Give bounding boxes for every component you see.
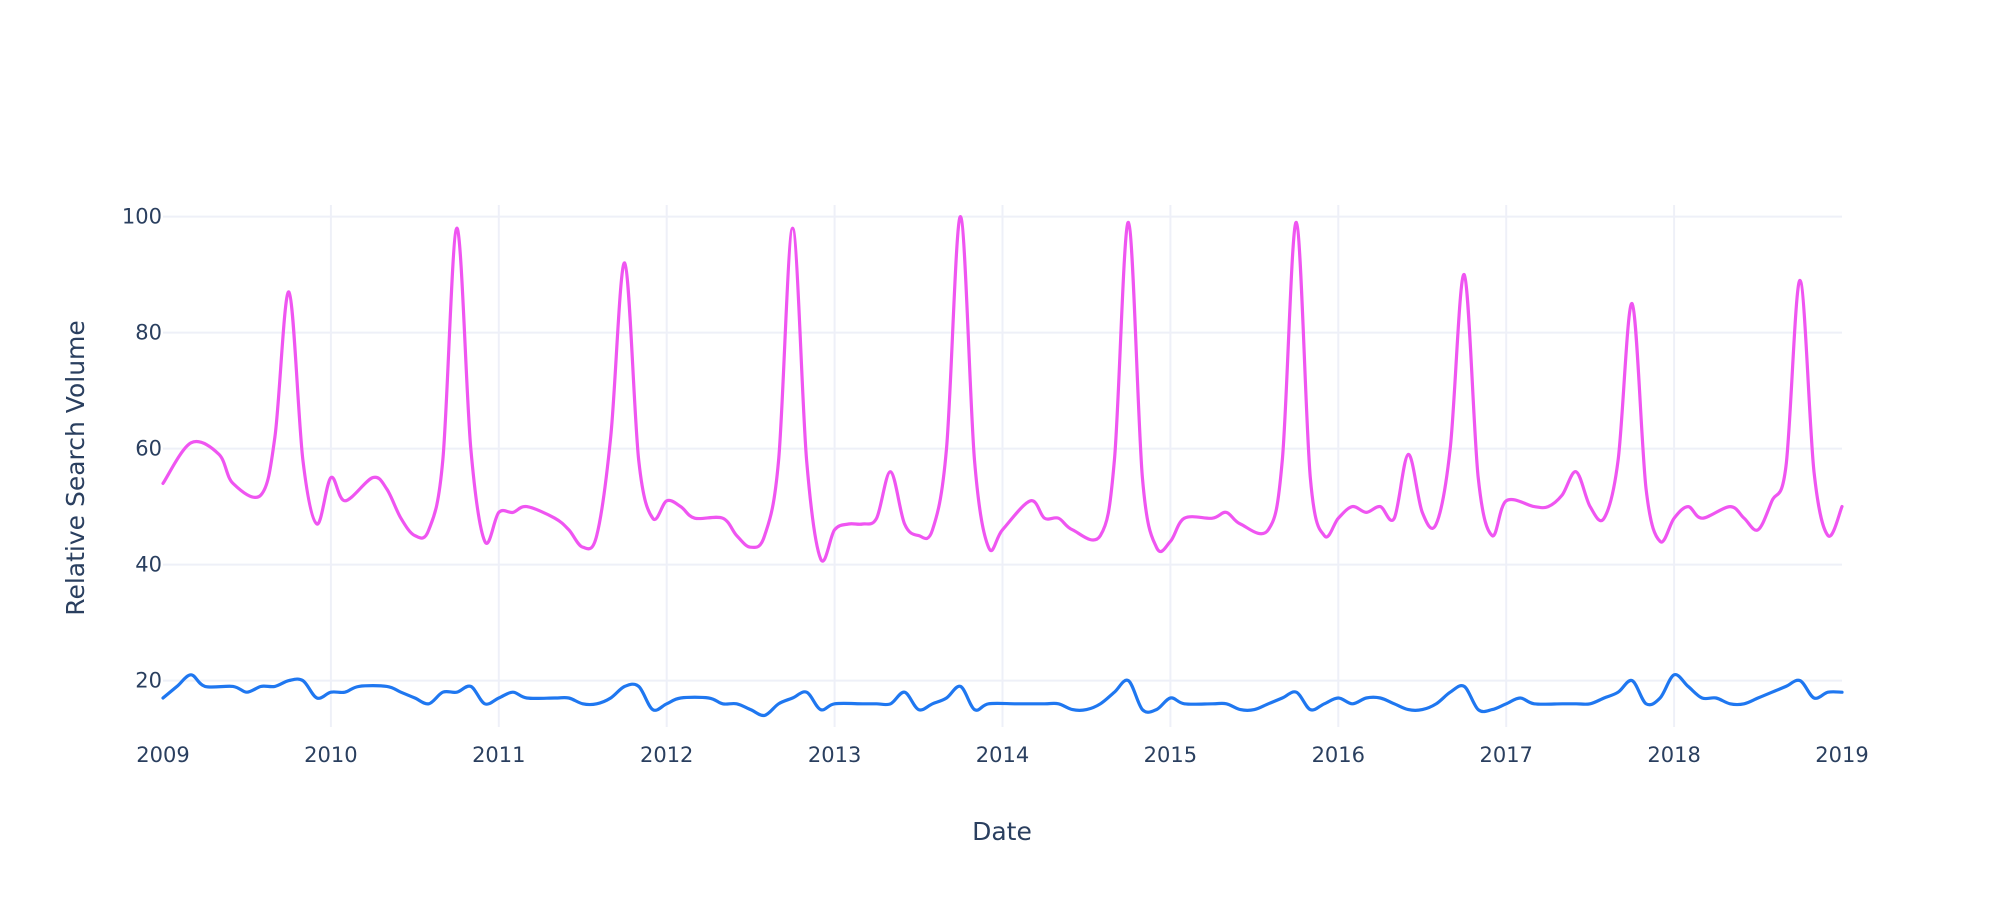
y-axis-ticks: 20 40 60 80 100 <box>122 205 162 693</box>
x-tick-label-2017: 2017 <box>1479 743 1532 767</box>
y-tick-label-80: 80 <box>135 321 162 345</box>
x-tick-label-2016: 2016 <box>1312 743 1365 767</box>
x-tick-label-2011: 2011 <box>472 743 525 767</box>
y-tick-label-100: 100 <box>122 205 162 229</box>
series-line-2 <box>161 673 1844 718</box>
x-tick-label-2013: 2013 <box>808 743 861 767</box>
y-axis-title: Relative Search Volume <box>61 320 90 616</box>
x-tick-label-2010: 2010 <box>304 743 357 767</box>
series-line-1 <box>161 214 1844 563</box>
y-tick-label-20: 20 <box>135 669 162 693</box>
y-tick-label-60: 60 <box>135 437 162 461</box>
x-tick-label-2019: 2019 <box>1815 743 1868 767</box>
x-tick-label-2015: 2015 <box>1144 743 1197 767</box>
x-tick-label-2009: 2009 <box>136 743 189 767</box>
x-axis-ticks: 2009 2010 2011 2012 2013 2014 2015 2016 2017 2018… <box>136 743 1868 767</box>
x-axis-title: Date <box>972 817 1032 846</box>
x-tick-label-2012: 2012 <box>640 743 693 767</box>
x-tick-label-2014: 2014 <box>976 743 1029 767</box>
x-gridlines <box>329 205 1676 727</box>
y-gridlines <box>163 215 1842 682</box>
series-layer <box>161 214 1844 718</box>
x-tick-label-2018: 2018 <box>1647 743 1700 767</box>
y-tick-label-40: 40 <box>135 553 162 577</box>
